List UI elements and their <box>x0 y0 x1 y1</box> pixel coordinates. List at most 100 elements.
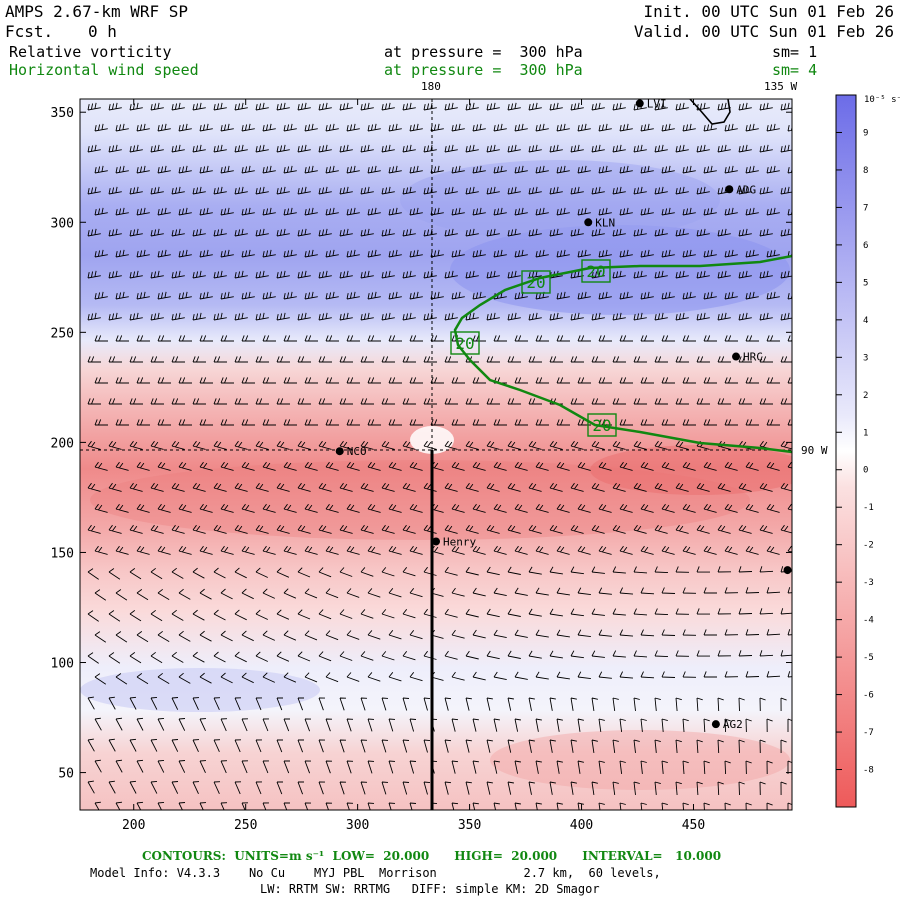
station-marker <box>432 537 440 546</box>
wind-barb <box>94 335 108 342</box>
wind-barb <box>598 461 612 471</box>
wind-barb <box>367 249 381 258</box>
wind-barb <box>717 102 731 111</box>
wind-barb <box>283 503 297 513</box>
y-tick-label: 250 <box>51 326 74 341</box>
wind-barb <box>675 524 689 534</box>
x-tick-label: 200 <box>122 818 145 833</box>
wind-barb <box>591 566 605 574</box>
wind-barb <box>241 760 249 774</box>
wind-barb <box>703 671 717 678</box>
wind-barb <box>472 802 479 810</box>
wind-barb <box>220 718 228 732</box>
wind-barb <box>577 802 584 810</box>
wind-barb <box>157 630 170 642</box>
wind-barb <box>199 419 213 426</box>
wind-barb <box>787 629 792 636</box>
wind-barb <box>619 545 633 555</box>
wind-barb <box>556 419 570 426</box>
wind-barb <box>444 312 458 321</box>
wind-barb <box>220 461 234 471</box>
wind-barb <box>640 718 647 732</box>
wind-barb <box>591 781 598 795</box>
wind-barb <box>598 377 612 384</box>
wind-barb <box>171 186 185 195</box>
wind-barb <box>241 335 255 342</box>
wind-barb <box>318 524 332 534</box>
wind-barb <box>612 566 626 574</box>
wind-barb <box>570 739 577 753</box>
wind-barb <box>577 718 584 732</box>
wind-barb <box>766 249 780 258</box>
wind-barb <box>556 718 563 732</box>
wind-barb <box>178 588 191 600</box>
wind-barb <box>760 824 766 837</box>
wind-barb <box>514 629 528 638</box>
wind-barb <box>367 545 381 555</box>
wind-barb <box>696 398 710 405</box>
wind-barb <box>640 671 655 679</box>
wind-barb <box>241 207 255 216</box>
wind-barb <box>570 228 584 237</box>
wind-barb <box>255 739 263 753</box>
y-tick-label: 150 <box>51 546 74 561</box>
wind-barb <box>108 228 122 237</box>
wind-barb <box>346 335 360 342</box>
wind-barb <box>318 356 332 363</box>
contour-label: 20 <box>586 262 605 281</box>
wind-barb <box>612 650 626 658</box>
wind-barb <box>619 377 633 384</box>
wind-barb <box>528 144 542 153</box>
wind-barb <box>318 270 332 279</box>
wind-barb <box>234 270 248 279</box>
wind-barb <box>809 377 822 383</box>
wind-barb <box>675 398 689 405</box>
wind-barb <box>549 440 563 450</box>
wind-barb <box>507 697 514 711</box>
wind-barb <box>94 419 108 426</box>
wind-barb <box>612 228 626 237</box>
wind-barb <box>802 271 815 278</box>
wind-barb <box>745 377 759 384</box>
wind-barb <box>255 312 269 321</box>
wind-barb <box>276 609 290 620</box>
wind-barb <box>409 718 417 732</box>
wind-barb <box>493 587 507 597</box>
wind-barb <box>402 186 416 195</box>
wind-barb <box>430 335 444 342</box>
wind-barb <box>570 608 584 617</box>
wind-barb <box>150 228 164 237</box>
wind-barb <box>150 270 164 279</box>
wind-barb <box>171 609 184 621</box>
wind-barb <box>192 567 205 579</box>
wind-barb <box>612 524 626 534</box>
wind-barb <box>675 440 689 450</box>
wind-barb <box>514 291 528 300</box>
wind-barb <box>809 250 822 257</box>
wind-barb <box>325 335 339 342</box>
wind-barb <box>486 102 500 111</box>
wind-barb <box>199 630 212 642</box>
wind-barb <box>549 739 556 753</box>
wind-barb <box>115 207 129 216</box>
wind-barb <box>577 207 591 216</box>
wind-barb <box>255 186 269 195</box>
wind-barb <box>304 760 312 774</box>
wind-barb <box>325 760 333 774</box>
wind-barb <box>199 207 213 216</box>
wind-barb <box>318 144 332 153</box>
wind-barb <box>423 144 437 153</box>
wind-barb <box>115 759 123 773</box>
wind-barb <box>150 186 164 195</box>
wind-barb <box>129 144 143 153</box>
wind-barb <box>283 545 297 555</box>
wind-barb <box>136 291 150 300</box>
wind-barb <box>465 228 479 237</box>
wind-barb <box>486 356 500 363</box>
wind-barb <box>598 718 605 732</box>
wind-barb <box>199 588 212 600</box>
wind-barb <box>87 482 101 492</box>
wind-barb <box>682 249 696 258</box>
wind-barb <box>150 738 158 752</box>
wind-barb <box>787 587 792 594</box>
